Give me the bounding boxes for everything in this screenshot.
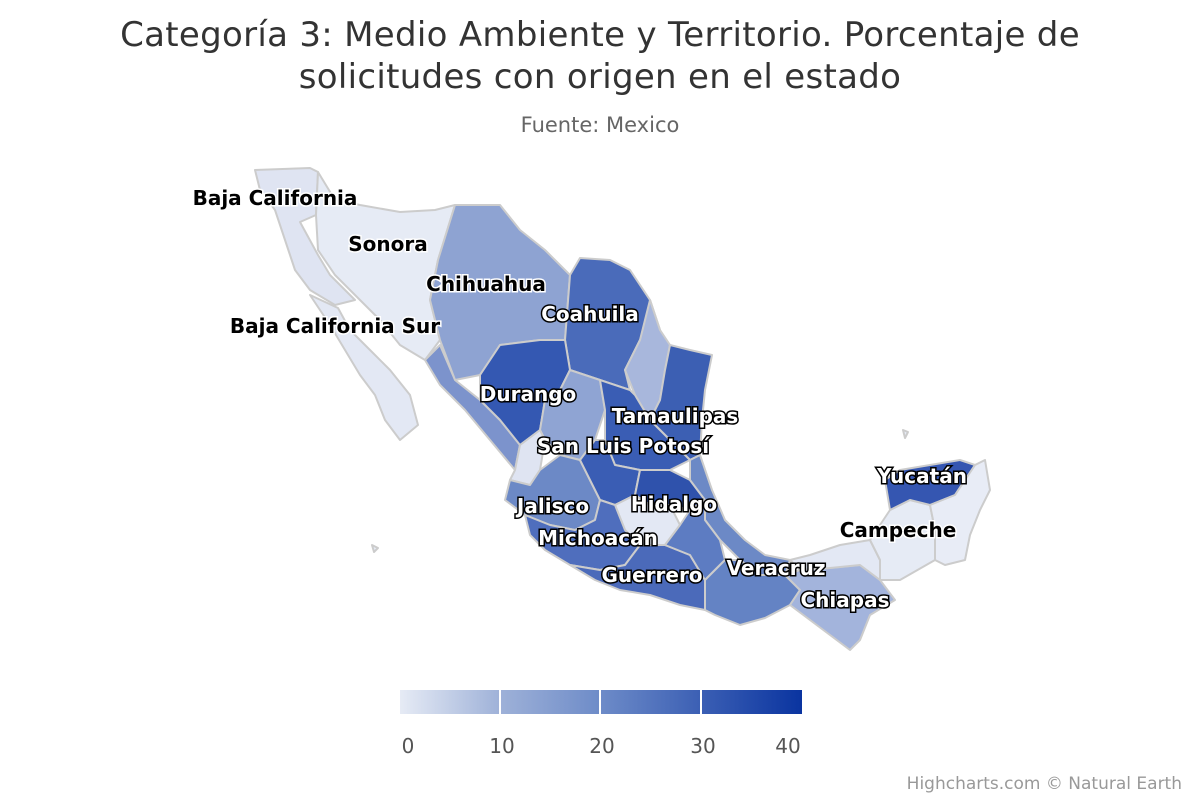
chart-subtitle: Fuente: Mexico	[520, 113, 680, 137]
label-jalisco: Jalisco	[515, 494, 589, 518]
label-campeche: Campeche	[840, 518, 957, 542]
legend-tick-label: 30	[690, 734, 716, 758]
state-quintana-roo	[929, 459, 991, 566]
color-legend-bar	[400, 690, 802, 714]
credits-link[interactable]: Highcharts.com © Natural Earth	[906, 774, 1182, 794]
legend-tick-label: 10	[489, 734, 515, 758]
island-cozumel	[902, 429, 909, 439]
legend-tick-label: 40	[775, 734, 801, 758]
label-coahuila: Coahuila	[541, 302, 639, 326]
label-baja-california-sur: Baja California Sur	[230, 314, 440, 338]
chart-title: Categoría 3: Medio Ambiente y Territorio…	[0, 14, 1200, 98]
chart-title-line2: solicitudes con origen en el estado	[298, 57, 902, 97]
state-yucatan[interactable]	[884, 459, 976, 511]
legend-tick-label: 0	[401, 734, 415, 758]
label-chihuahua: Chihuahua	[426, 272, 546, 296]
state-puebla	[664, 499, 726, 581]
label-chiapas: Chiapas	[801, 588, 890, 612]
state-baja-california-sur[interactable]	[309, 294, 419, 441]
label-veracruz: Veracruz	[727, 556, 826, 580]
legend-divider	[700, 690, 702, 714]
legend-tick-label: 20	[589, 734, 615, 758]
label-baja-california: Baja California	[193, 186, 358, 210]
legend-divider	[599, 690, 601, 714]
label-tamaulipas: Tamaulipas	[612, 404, 739, 428]
label-san-luis-potosi: San Luis Potosí	[537, 434, 710, 458]
chart-title-line1: Categoría 3: Medio Ambiente y Territorio…	[120, 15, 1080, 55]
label-sonora: Sonora	[348, 232, 427, 256]
label-guerrero: Guerrero	[601, 563, 702, 587]
label-hidalgo: Hidalgo	[631, 492, 717, 516]
island-revillagigedo	[371, 544, 379, 553]
label-durango: Durango	[480, 382, 577, 406]
state-labels: Baja California Sonora Chihuahua Baja Ca…	[191, 185, 968, 614]
label-michoacan: Michoacán	[538, 526, 658, 550]
state-shapes	[254, 167, 991, 651]
legend-divider	[499, 690, 501, 714]
state-michoacan[interactable]	[524, 499, 641, 571]
label-yucatan: Yucatán	[876, 464, 967, 488]
